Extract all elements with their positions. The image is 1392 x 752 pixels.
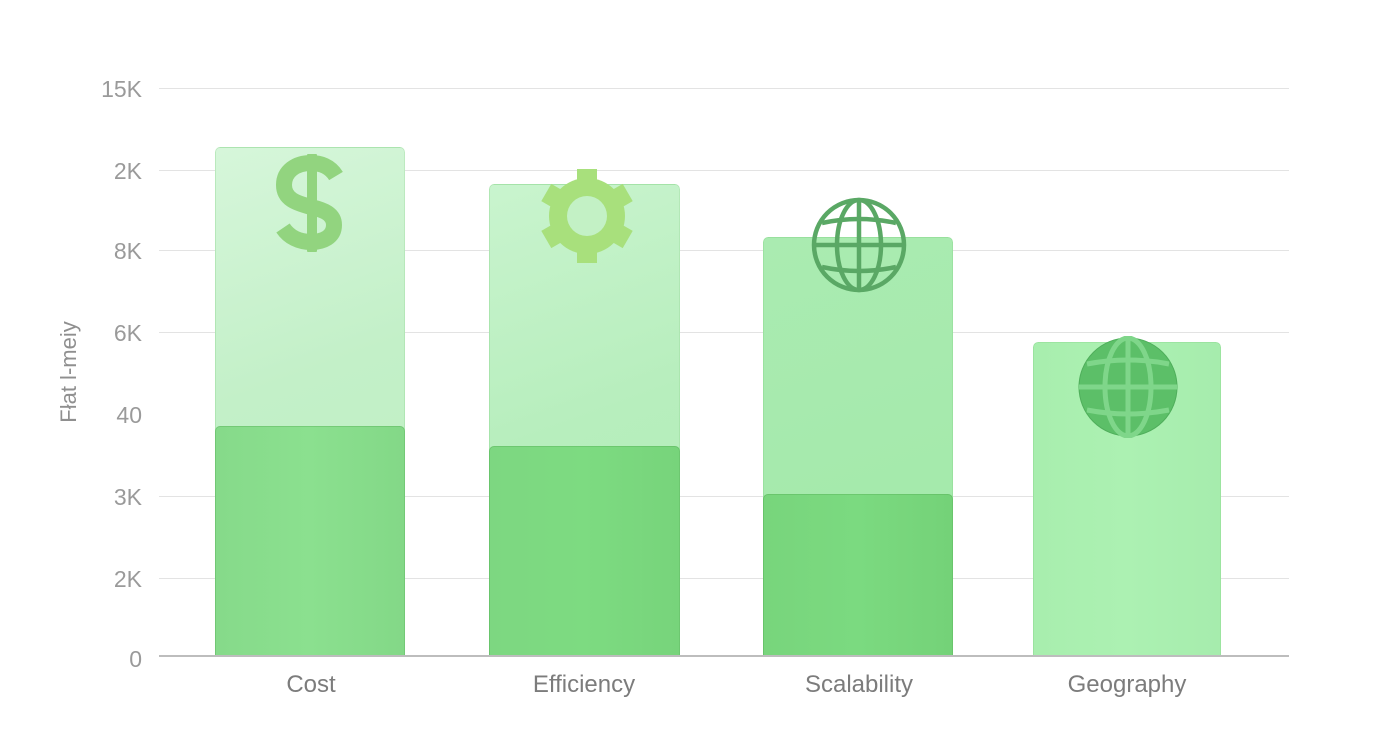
gridline-8k bbox=[159, 250, 1289, 251]
gridline-6k bbox=[159, 332, 1289, 333]
x-tick-label-scalability: Scalability bbox=[804, 671, 914, 698]
y-tick-label: 15K bbox=[101, 76, 142, 102]
gridline-2k-upper bbox=[159, 170, 1289, 171]
x-tick-label-geography: Geography bbox=[1067, 671, 1187, 698]
x-tick-label-cost: Cost bbox=[286, 671, 336, 698]
y-axis-label: Fłat l-meiy bbox=[56, 321, 81, 423]
gridline-3k bbox=[159, 496, 1289, 497]
bar-efficiency-lower-segment bbox=[489, 446, 680, 656]
gridline-15k bbox=[159, 88, 1289, 89]
y-tick-label: 40 bbox=[116, 402, 142, 428]
y-tick-label: 8K bbox=[113, 238, 142, 264]
globe-outline-icon bbox=[811, 197, 907, 293]
dollar-icon bbox=[275, 154, 343, 252]
x-tick-label-efficiency: Efficiency bbox=[532, 671, 636, 698]
gridline-2k-lower bbox=[159, 578, 1289, 579]
y-tick-label: 2K bbox=[113, 158, 142, 184]
gear-icon bbox=[541, 169, 633, 263]
bar-scalability[interactable] bbox=[763, 237, 953, 656]
y-tick-label: 3K bbox=[113, 484, 142, 510]
bar-cost-lower-segment bbox=[215, 426, 405, 656]
y-tick-label: 0 bbox=[129, 646, 142, 672]
globe-filled-icon bbox=[1078, 336, 1178, 438]
bar-scalability-lower-segment bbox=[763, 494, 953, 656]
bar-efficiency[interactable] bbox=[489, 184, 680, 656]
x-axis-line bbox=[159, 655, 1289, 657]
y-tick-label: 2K bbox=[113, 566, 142, 592]
y-tick-label: 6K bbox=[113, 320, 142, 346]
